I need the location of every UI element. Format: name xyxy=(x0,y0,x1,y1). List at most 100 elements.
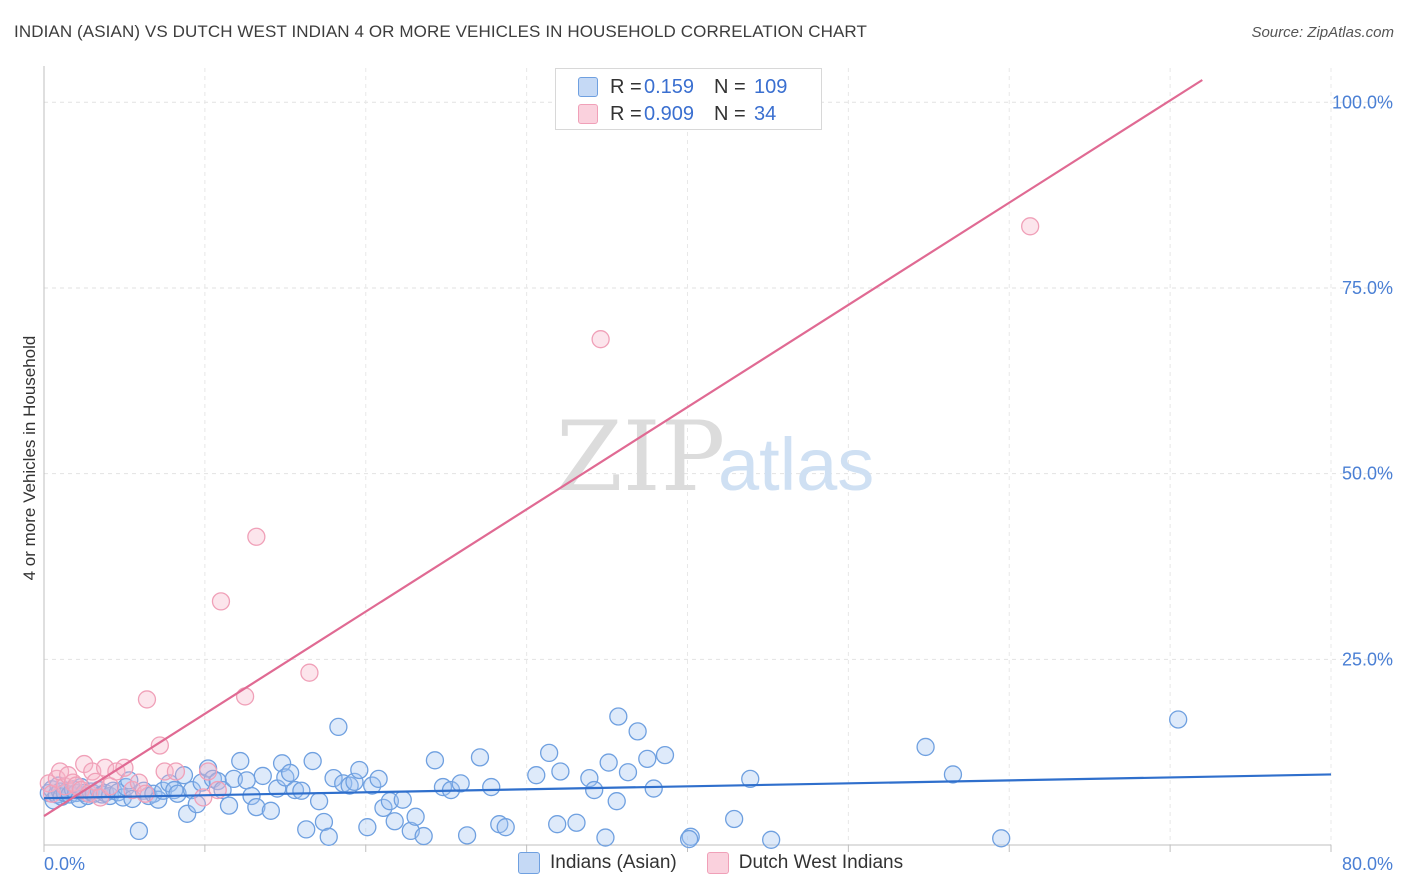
stats-row-indians: R = 0.159 N = 109 xyxy=(578,74,787,100)
point-indians-91 xyxy=(539,743,559,763)
point-indians-72 xyxy=(363,776,382,795)
point-indians-46 xyxy=(219,796,239,815)
point-indians-73 xyxy=(369,769,388,789)
point-indians-76 xyxy=(385,812,404,831)
legend-item-dutch[interactable]: Dutch West Indians xyxy=(706,852,904,874)
series-legend: Indians (Asian) Dutch West Indians xyxy=(518,852,933,874)
legend-swatch-indians xyxy=(518,852,540,874)
n-value: 109 xyxy=(754,75,788,98)
point-indians-84 xyxy=(451,774,470,793)
point-indians-97 xyxy=(599,753,618,772)
n-value: 34 xyxy=(754,102,777,125)
point-indians-66 xyxy=(329,717,348,737)
point-indians-101 xyxy=(638,749,657,768)
point-indians-52 xyxy=(253,766,272,786)
watermark-zip: ZIP xyxy=(556,401,725,513)
point-indians-109 xyxy=(943,765,963,784)
legend-label-dutch: Dutch West Indians xyxy=(738,852,904,873)
point-dutch-19 xyxy=(129,773,149,792)
point-dutch-20 xyxy=(136,784,155,803)
point-dutch-29 xyxy=(247,527,266,546)
n-label: N = xyxy=(714,102,746,125)
point-indians-74 xyxy=(374,798,393,818)
stats-row-dutch: R = 0.909 N = 34 xyxy=(578,101,776,127)
point-dutch-30 xyxy=(300,663,319,682)
watermark-atlas: atlas xyxy=(718,423,874,506)
point-indians-103 xyxy=(655,745,675,765)
point-indians-102 xyxy=(644,779,663,798)
point-indians-71 xyxy=(358,818,377,837)
point-indians-96 xyxy=(585,780,604,800)
point-indians-99 xyxy=(618,763,638,782)
x-tick-label-min: 0.0% xyxy=(44,854,85,874)
y-tick-label-0: 25.0% xyxy=(1342,649,1393,669)
point-indians-49 xyxy=(237,771,256,790)
point-indians-70 xyxy=(350,760,369,780)
point-indians-65 xyxy=(324,769,343,788)
point-indians-94 xyxy=(567,813,586,832)
point-indians-90 xyxy=(527,766,546,785)
point-indians-93 xyxy=(551,762,570,781)
point-indians-92 xyxy=(548,815,567,834)
points-layer xyxy=(39,217,1188,849)
stats-legend: R = 0.159 N = 109 R = 0.909 N = 34 xyxy=(555,68,822,130)
point-dutch-25 xyxy=(198,762,218,781)
point-indians-85 xyxy=(457,826,477,845)
point-indians-86 xyxy=(470,748,490,767)
point-indians-80 xyxy=(414,826,433,846)
legend-item-indians[interactable]: Indians (Asian) xyxy=(518,852,677,874)
swatch-indians xyxy=(578,77,598,97)
point-indians-100 xyxy=(628,722,647,741)
point-indians-69 xyxy=(345,772,364,792)
point-indians-110 xyxy=(992,829,1011,848)
legend-swatch-dutch xyxy=(706,852,729,874)
point-indians-53 xyxy=(261,801,280,820)
r-label: R = xyxy=(610,75,642,98)
point-indians-105 xyxy=(725,809,744,829)
point-indians-106 xyxy=(741,769,760,789)
legend-label-indians: Indians (Asian) xyxy=(550,852,677,873)
point-indians-98 xyxy=(609,707,628,726)
point-dutch-28 xyxy=(235,687,255,706)
r-value: 0.159 xyxy=(644,75,695,98)
chart-title: INDIAN (ASIAN) VS DUTCH WEST INDIAN 4 OR… xyxy=(14,22,867,41)
point-dutch-21 xyxy=(150,736,169,755)
point-indians-36 xyxy=(168,784,187,803)
point-dutch-33 xyxy=(1021,217,1040,236)
point-indians-62 xyxy=(309,792,329,811)
y-tick-label-3: 100.0% xyxy=(1332,92,1393,112)
x-tick-label-max: 80.0% xyxy=(1342,854,1393,874)
point-dutch-32 xyxy=(591,330,610,349)
point-indians-79 xyxy=(406,807,425,826)
n-label: N = xyxy=(714,75,746,98)
point-dutch-31 xyxy=(137,690,157,709)
axis-ticks: 25.0% 50.0% 75.0% 100.0% 0.0% 80.0% xyxy=(44,92,1393,874)
point-indians-107 xyxy=(762,830,781,849)
point-indians-61 xyxy=(303,751,322,771)
swatch-dutch xyxy=(578,104,598,124)
point-indians-114 xyxy=(679,829,699,849)
point-indians-77 xyxy=(393,790,412,809)
point-indians-57 xyxy=(280,763,300,783)
point-indians-28 xyxy=(129,821,149,841)
point-indians-95 xyxy=(580,769,599,788)
point-indians-64 xyxy=(319,827,338,846)
source-label: Source: ZipAtlas.com xyxy=(1251,24,1394,41)
point-indians-50 xyxy=(242,786,261,806)
trend-line-dutch xyxy=(43,79,1203,817)
point-indians-48 xyxy=(231,751,250,771)
y-tick-label-1: 50.0% xyxy=(1342,464,1393,484)
trend-line-indians xyxy=(43,773,1332,800)
point-indians-81 xyxy=(425,751,445,770)
point-dutch-24 xyxy=(194,788,213,807)
r-value: 0.909 xyxy=(644,102,695,125)
point-dutch-27 xyxy=(211,592,231,611)
point-indians-59 xyxy=(292,781,311,800)
r-label: R = xyxy=(610,102,642,125)
point-indians-108 xyxy=(916,737,935,757)
trend-lines xyxy=(43,79,1332,817)
point-indians-111 xyxy=(1169,710,1188,729)
point-indians-87 xyxy=(482,777,501,797)
point-dutch-23 xyxy=(166,762,186,781)
